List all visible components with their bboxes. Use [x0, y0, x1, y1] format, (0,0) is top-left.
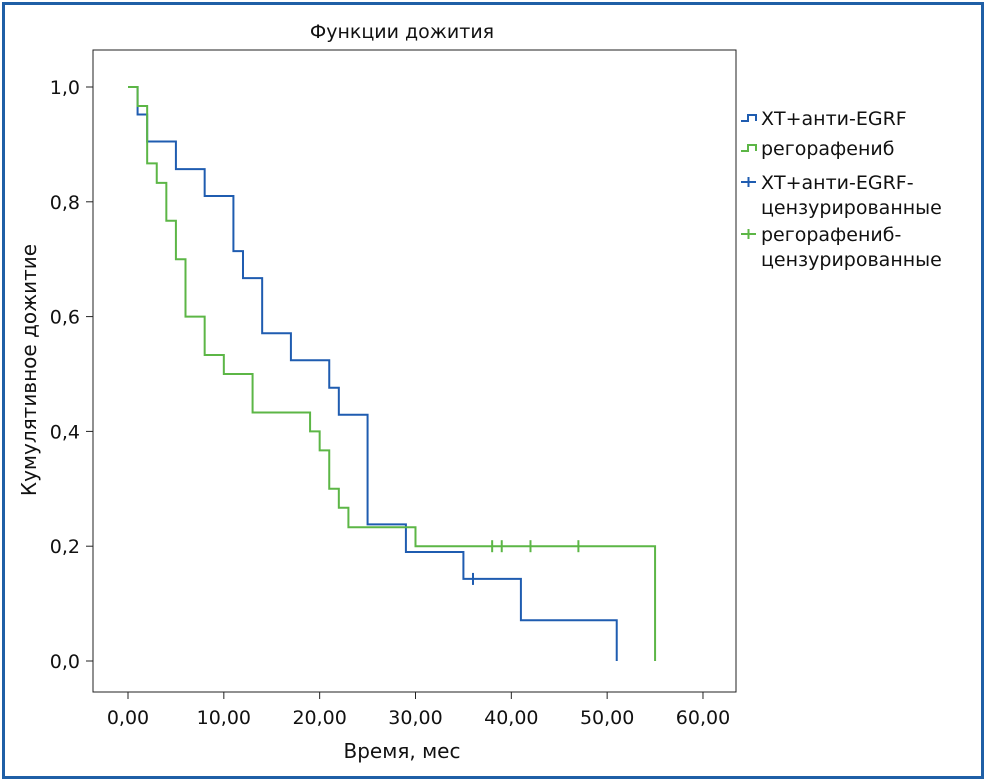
legend-item: ХТ+анти-EGRF [741, 108, 907, 130]
survival-curve-xt-anti-egfr [128, 86, 618, 661]
x-tick-label: 10,00 [197, 707, 251, 729]
legend-label: цензурированные [761, 197, 942, 219]
y-axis-label: Кумулятивное дожитие [17, 244, 41, 496]
x-tick-label: 50,00 [580, 707, 634, 729]
x-tick-label: 20,00 [292, 707, 346, 729]
legend-item: регорафениб-цензурированные [741, 224, 942, 271]
legend-label: регорафениб [761, 138, 894, 160]
y-tick-label: 0,0 [50, 651, 80, 673]
y-tick-label: 0,2 [50, 536, 80, 558]
y-tick-label: 0,8 [50, 192, 80, 214]
y-tick-label: 1,0 [50, 77, 80, 99]
legend-step-icon [741, 114, 757, 122]
x-tick-label: 0,00 [107, 707, 149, 729]
x-tick-label: 40,00 [484, 707, 538, 729]
legend-label: ХТ+анти-EGRF- [761, 172, 914, 194]
x-axis-label: Время, мес [344, 739, 461, 763]
legend-label: цензурированные [761, 249, 942, 271]
legend-label: ХТ+анти-EGRF [761, 108, 907, 130]
legend-label: регорафениб- [761, 224, 901, 246]
plot-area [92, 49, 737, 693]
x-tick-label: 30,00 [388, 707, 442, 729]
legend-item: регорафениб [741, 138, 894, 160]
x-tick-label: 60,00 [676, 707, 730, 729]
legend-item: ХТ+анти-EGRF-цензурированные [741, 172, 942, 219]
y-tick-label: 0,4 [50, 421, 80, 443]
survival-curve-regorafenib [128, 86, 657, 661]
legend-step-icon [741, 144, 757, 152]
y-tick-label: 0,6 [50, 307, 80, 329]
chart-title: Функции дожития [310, 21, 494, 43]
